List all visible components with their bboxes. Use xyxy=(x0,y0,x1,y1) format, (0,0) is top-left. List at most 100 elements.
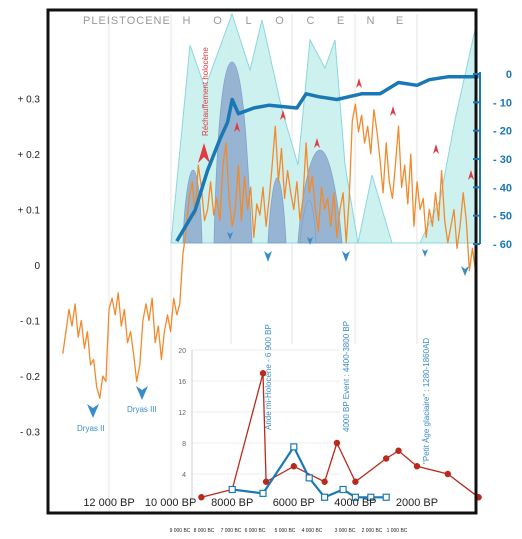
inset-red-point xyxy=(395,447,402,454)
dryas2-marker xyxy=(87,404,99,418)
bc-tick-label: 2 000 BC xyxy=(362,528,383,534)
right-tick-label: - 50 xyxy=(493,211,512,223)
rechauffement-label: Réchauffement holocène xyxy=(201,47,210,136)
left-tick-label: + 0.1 xyxy=(17,206,40,217)
warm-marker xyxy=(468,170,474,180)
inset-tick-label: 16 xyxy=(178,379,186,386)
inset-red-point xyxy=(333,439,341,447)
left-tick-label: + 0.2 xyxy=(17,150,40,161)
right-tick-label: - 40 xyxy=(493,182,512,194)
inset-red-point xyxy=(290,463,297,470)
right-tick-label: - 60 xyxy=(493,239,512,251)
inset-background xyxy=(190,344,455,510)
left-tick-label: 0 xyxy=(34,261,40,272)
cold-marker xyxy=(227,232,233,240)
left-tick-label: + 0.3 xyxy=(17,95,40,106)
left-tick-label: - 0.3 xyxy=(20,428,40,439)
warm-marker xyxy=(433,144,439,154)
era-holocene-letter: L xyxy=(245,15,252,27)
inset-blue-point xyxy=(339,485,347,494)
warm-marker xyxy=(314,138,320,148)
left-tick-label: - 0.1 xyxy=(20,317,40,328)
bc-tick-label: 9 000 BC xyxy=(170,528,191,534)
era-holocene-letter: N xyxy=(367,15,376,27)
cold-marker xyxy=(307,237,313,245)
holocene-index-series-line xyxy=(175,75,479,243)
inset-blue-points xyxy=(228,443,390,501)
inset-tick-label: 4 xyxy=(182,472,186,479)
bc-tick-label: 5 000 BC xyxy=(275,528,296,534)
inset-red-point xyxy=(413,463,421,470)
event4000-label: 4000 BP Event : 4400-3800 BP xyxy=(342,321,351,432)
left-tick-label: - 0.2 xyxy=(20,372,40,383)
left-axis: + 0.3 + 0.2 + 0.1 0 - 0.1 - 0.2 - 0.3 xyxy=(17,95,40,439)
era-holocene-letter: E xyxy=(337,15,345,27)
warm-marker xyxy=(390,106,396,116)
era-pleistocene: PLEISTOCENE xyxy=(83,15,171,27)
inset-red-point xyxy=(383,455,390,462)
bc-tick-label: 8 000 BC xyxy=(194,528,215,534)
warm-marker xyxy=(280,110,286,120)
inset-red-point xyxy=(198,494,205,501)
inset-gridlines xyxy=(192,349,340,475)
cold-marker xyxy=(264,251,272,262)
era-holocene-letter: E xyxy=(396,15,404,27)
right-tick-label: 0 xyxy=(506,69,512,81)
era-holocene-letter: C xyxy=(307,15,316,27)
inset-blue-point xyxy=(259,489,267,497)
bc-tick-label: 1 000 BC xyxy=(387,528,408,534)
temperature-series-line xyxy=(62,103,478,399)
era-holocene-letter: O xyxy=(213,15,223,27)
cold-marker xyxy=(342,251,350,262)
right-axis: 0 - 10 - 20 - 30 - 40 - 50 - 60 xyxy=(473,69,512,251)
bc-tick-label: 6 000 BC xyxy=(245,528,266,534)
inset-red-point xyxy=(321,478,328,485)
inset-blue-point xyxy=(351,493,359,501)
inset-red-point xyxy=(352,478,359,485)
inset-red-point xyxy=(262,478,270,485)
x-tick-label: 2000 BP xyxy=(396,497,438,509)
purple-blob xyxy=(267,177,287,244)
warm-marker xyxy=(356,78,362,88)
inset-blue-point xyxy=(367,493,375,501)
warm-marker-large xyxy=(198,143,210,163)
right-tick-label: - 10 xyxy=(493,97,512,109)
bc-tick-label: 4 000 BC xyxy=(302,528,323,534)
bc-axis: 9 000 BC 8 000 BC 7 000 BC 6 000 BC 5 000 BC… xyxy=(170,528,408,534)
inset-blue-point xyxy=(228,485,236,494)
x-tick-label: 12 000 BP xyxy=(83,497,134,509)
cold-markers xyxy=(87,232,469,418)
inset-blue-point xyxy=(290,443,298,451)
inset-red-point xyxy=(259,370,267,377)
cold-marker xyxy=(422,249,428,257)
x-tick-label: 6000 BP xyxy=(273,497,315,509)
inset-tick-label: 12 xyxy=(178,410,186,417)
dryas3-marker xyxy=(136,386,148,400)
inset-blue-point xyxy=(305,474,313,482)
petit-age-label: "Petit Âge glaciaire" : 1280-1860AD xyxy=(422,338,431,464)
right-tick-label: - 30 xyxy=(493,154,512,166)
purple-blob xyxy=(299,199,317,244)
inset-tick-labels: 4 8 12 16 20 xyxy=(178,348,186,479)
chart-frame xyxy=(46,8,478,515)
inset-tick-label: 20 xyxy=(178,348,186,355)
inset-red-point xyxy=(444,470,451,478)
bc-tick-label: 3 000 BC xyxy=(335,528,356,534)
x-tick-label: 8000 BP xyxy=(211,497,253,509)
right-tick-label: - 20 xyxy=(493,126,512,138)
dryas2-label: Dryas II xyxy=(77,424,105,433)
era-holocene-letter: O xyxy=(275,15,285,27)
era-holocene-letter: H xyxy=(183,15,192,27)
warm-marker xyxy=(234,122,240,132)
dryas3-label: Dryas III xyxy=(127,405,157,414)
inset-blue-point xyxy=(321,493,329,501)
cold-marker xyxy=(461,266,469,276)
aride-label: Aride mi-Holocène - 6 900 BP xyxy=(264,324,273,430)
x-axis: 12 000 BP 10 000 BP 8000 BP 6000 BP 4000 BP 2… xyxy=(83,497,438,509)
x-tick-label: 10 000 BP xyxy=(145,497,196,509)
inset-blue-point xyxy=(382,493,390,501)
warm-markers xyxy=(198,78,474,180)
inset-tick-label: 8 xyxy=(182,441,186,448)
